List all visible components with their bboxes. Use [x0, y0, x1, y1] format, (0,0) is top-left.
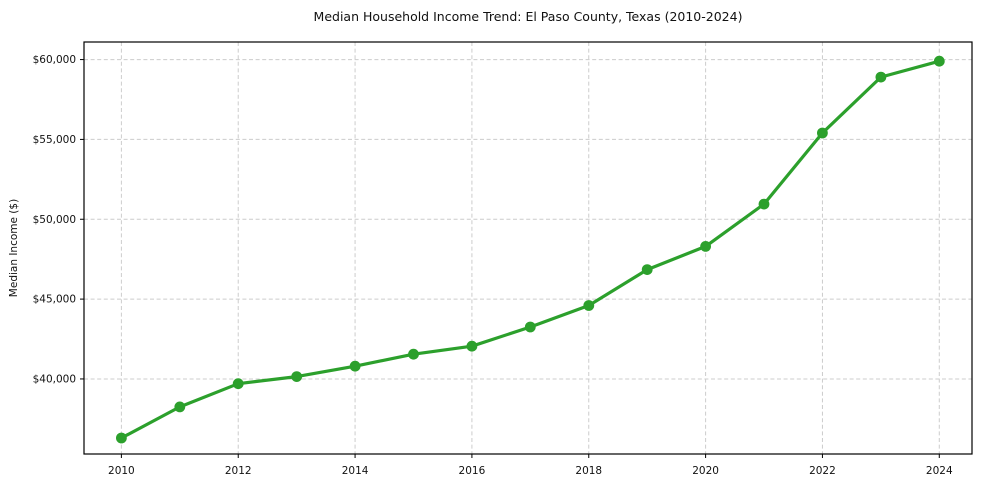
data-point-2016 [466, 340, 478, 352]
x-tick-label: 2022 [809, 465, 836, 477]
data-point-2013 [291, 371, 303, 382]
data-point-2017 [524, 321, 536, 333]
data-point-2011 [174, 401, 186, 413]
data-point-2012 [232, 378, 244, 390]
y-tick-label: $60,000 [33, 54, 76, 66]
data-point-2024 [933, 55, 945, 67]
data-point-2019 [641, 264, 653, 275]
data-point-2021 [758, 198, 770, 210]
plot-border [83, 41, 973, 455]
x-tick-label: 2024 [926, 465, 953, 477]
x-tick-label: 2018 [575, 465, 602, 477]
data-point-2020 [700, 241, 711, 252]
x-tick-label: 2010 [108, 465, 135, 477]
x-tick-label: 2012 [225, 465, 252, 477]
data-point-2023 [875, 71, 887, 83]
data-point-2018 [583, 300, 595, 311]
y-tick-label: $45,000 [33, 294, 76, 306]
x-tick-label: 2016 [459, 465, 486, 477]
y-tick-label: $55,000 [33, 134, 76, 146]
x-tick-label: 2014 [342, 465, 369, 477]
data-point-2014 [349, 360, 361, 372]
data-point-2010 [116, 432, 127, 444]
y-tick-label: $40,000 [33, 374, 76, 386]
y-tick-label: $50,000 [33, 214, 76, 226]
chart-title: Median Household Income Trend: El Paso C… [313, 9, 743, 24]
data-point-2015 [408, 348, 419, 360]
data-point-2022 [817, 127, 828, 139]
x-tick-label: 2020 [692, 465, 719, 477]
